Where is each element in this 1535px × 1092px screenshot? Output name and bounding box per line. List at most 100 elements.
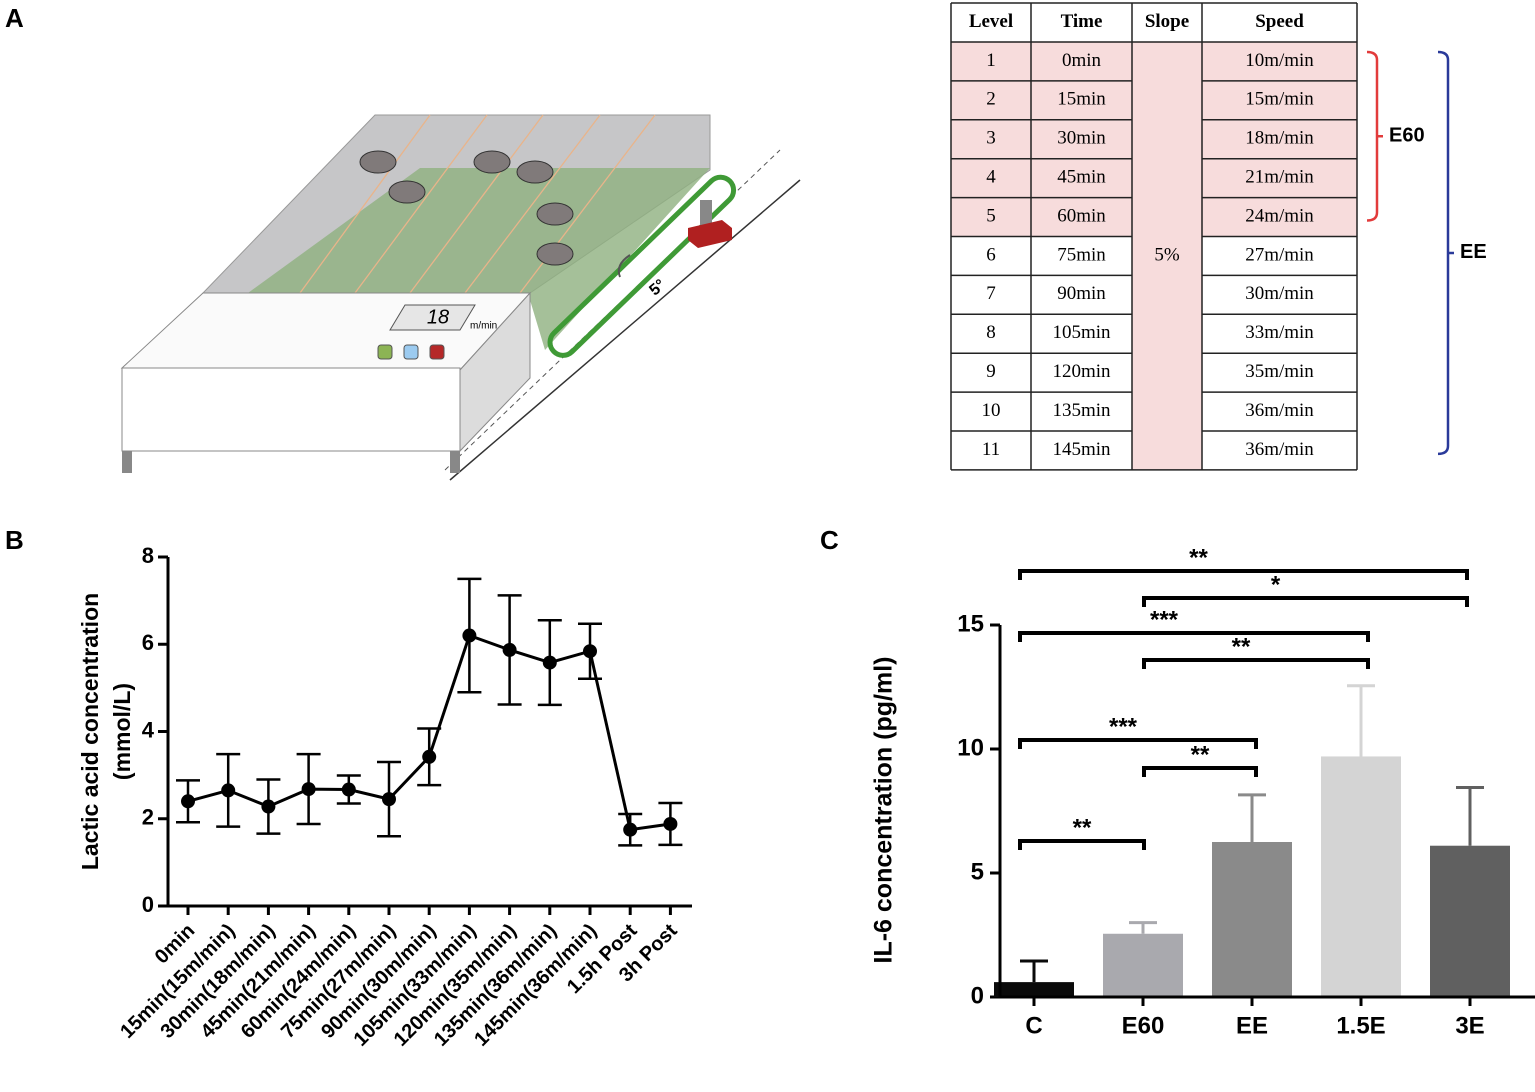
display [389,304,476,331]
significance-bracket [1018,839,1146,850]
table-cell: 36m/min [1245,400,1314,421]
belt [248,168,710,350]
point [542,655,557,670]
table-cell: 105min [1052,322,1111,343]
table-cell: 45min [1057,167,1106,188]
significance-label: *** [1109,713,1138,740]
table-cell: 21m/min [1245,167,1314,188]
bar [1430,845,1510,997]
significance-label: ** [1232,633,1251,660]
bar [994,982,1074,997]
table-cell: 24m/min [1245,205,1314,226]
leg [122,451,132,473]
y-tick-label: 0 [142,892,154,917]
x-tick-label: EE [1236,1012,1268,1039]
il6-chart: 0 5 10 15 IL-6 concentration (pg/ml) C E60 EE 1.… [870,544,1535,1039]
error-bar [1129,921,1157,934]
table-cell: 60min [1057,205,1106,226]
panel-label: B [5,525,24,555]
table-cell: 4 [986,167,996,188]
x-tick-label: E60 [1122,1012,1165,1039]
row-highlight [1202,119,1357,159]
error-bar [1347,684,1375,757]
table-cell: 8 [986,322,996,343]
panel-label: C [820,525,839,555]
floor-line [449,179,801,481]
significance-bracket [1018,738,1258,749]
panel-label: A [5,3,24,33]
significance-label: ** [1073,814,1092,841]
console-front [121,367,461,452]
error-bar [1238,793,1266,842]
button [403,344,419,360]
point [623,822,638,837]
display-value: 18 [427,306,449,328]
table-cell: 5 [986,205,996,226]
group-bracket [1366,50,1383,222]
leg [450,451,460,473]
belt-end [547,174,737,358]
y-axis-label: (mmol/L) [109,683,135,780]
significance-label: * [1271,571,1281,598]
significance-label: *** [1150,606,1179,633]
y-tick-label: 15 [957,610,984,637]
table-cell: 3 [986,128,996,149]
table-cell: 120min [1052,361,1111,382]
console-side [459,291,531,453]
row-highlight [951,42,1132,81]
point [261,799,276,814]
significance-label: ** [1191,741,1210,768]
table-cell: 18m/min [1245,128,1314,149]
lanes [299,114,656,294]
y-tick-label: 5 [971,858,984,885]
bar [1321,756,1401,997]
y-tick-label: 8 [142,543,154,568]
table-cell: 5% [1154,244,1180,265]
row-highlight [1202,42,1357,81]
table-cell: 10m/min [1245,50,1314,71]
table-cell: 2 [986,89,996,110]
table-cell: 90min [1057,283,1106,304]
table-cell: 33m/min [1245,322,1314,343]
table-cell: 11 [982,439,1000,460]
button [377,344,393,360]
bar [1212,842,1292,997]
row-highlight [1202,197,1357,237]
row-highlight [1202,80,1357,120]
point [583,644,597,659]
point [301,782,316,797]
significance-bracket [1142,766,1258,777]
y-tick-label: 4 [142,717,155,742]
button [429,344,445,360]
group-bracket [1437,50,1454,456]
row-highlight [951,158,1132,198]
table-cell: 30min [1057,128,1106,149]
significance-bracket [1142,596,1469,607]
significance-bracket [1142,658,1370,669]
protocol-table: Level Time Slope Speed 1 0min 10m/min 2 15min 15m… [950,2,1487,471]
table-cell: 0min [1062,50,1102,71]
table-cell: 135min [1052,400,1111,421]
table-cell: 10 [982,400,1001,421]
point [462,628,477,643]
table-cell: 15m/min [1245,89,1314,110]
table-cell: 35m/min [1245,361,1314,382]
slope-cell [1132,42,1202,470]
table-cell: 6 [986,244,996,265]
table-cell: 145min [1052,439,1111,460]
x-tick-label: C [1025,1012,1042,1039]
point [341,782,356,797]
table-header: Time [1061,11,1103,32]
point [663,816,678,831]
row-highlight [951,119,1132,159]
significance-bracket [1018,569,1469,580]
row-highlight [951,80,1132,120]
y-axis-label: Lactic acid concentration [77,593,103,870]
bar [1103,933,1183,997]
y-tick-label: 6 [142,630,154,655]
row-highlight [1202,158,1357,198]
error-bar [1456,785,1484,846]
y-tick-label: 2 [142,805,154,830]
